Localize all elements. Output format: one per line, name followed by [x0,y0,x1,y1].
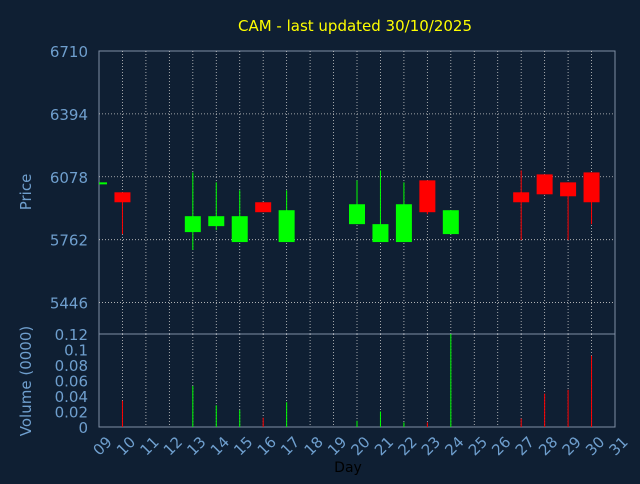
candle-body [114,192,131,203]
volume-tick-label: 0.08 [55,357,88,375]
day-tick-label: 24 [441,433,467,459]
day-tick-label: 11 [136,433,162,459]
day-tick-label: 10 [113,433,139,459]
volume-tick-label: 0.12 [55,326,88,344]
day-tick-label: 27 [512,433,538,459]
day-tick-label: 31 [606,433,632,459]
volume-tick-label: 0.1 [64,342,88,360]
day-tick-label: 21 [371,433,397,459]
day-tick-label: 12 [160,433,186,459]
volume-plot-area [98,333,616,428]
volume-tick-label: 0.06 [55,373,88,391]
price-tick-label: 6394 [50,106,88,124]
day-tick-label: 26 [488,433,514,459]
candle-body [536,174,553,195]
candle-body [583,172,600,203]
chart-title: CAM - last updated 30/10/2025 [238,17,472,35]
volume-tick-label: 0.04 [55,388,88,406]
day-axis-label: Day [334,460,362,476]
volume-axis-label: Volume (0000) [17,326,35,436]
candle-body [372,224,389,243]
volume-tick-label: 0.02 [55,404,88,422]
candle-body [278,210,295,243]
volume-panel: 00.020.040.060.080.10.12 0910111213141516… [55,326,632,459]
candle-body [255,202,272,213]
day-tick-label: 30 [582,433,608,459]
day-tick-label: 28 [535,433,561,459]
day-tick-label: 13 [183,433,209,459]
day-tick-label: 17 [277,433,303,459]
day-tick-label: 16 [254,433,280,459]
day-tick-label: 25 [465,433,491,459]
price-tick-label: 5762 [50,232,88,250]
price-tick-label: 5446 [50,295,88,313]
price-axis-label: Price [17,174,35,211]
candle-body [560,182,577,197]
price-tick-label: 6078 [50,169,88,187]
candle-body [231,216,248,243]
price-panel: 5446 5762 6078 6394 6710 [50,43,616,335]
day-tick-label: 19 [324,433,350,459]
day-tick-label: 15 [230,433,256,459]
candle-body [442,210,459,235]
volume-tick-label: 0 [78,419,88,437]
day-tick-label: 09 [90,433,116,459]
day-tick-label: 14 [207,433,233,459]
candle-body [208,216,225,227]
day-tick-label: 18 [301,433,327,459]
day-tick-label: 20 [348,433,374,459]
day-tick-label: 29 [559,433,585,459]
candle-body [513,192,530,203]
candle-body [349,204,365,225]
candle-body [419,180,436,213]
price-tick-label: 6710 [50,43,88,61]
candle-body [395,204,412,243]
day-tick-label: 23 [418,433,444,459]
candle-body [99,182,107,185]
day-tick-label: 22 [394,433,420,459]
candle-body [184,216,201,233]
